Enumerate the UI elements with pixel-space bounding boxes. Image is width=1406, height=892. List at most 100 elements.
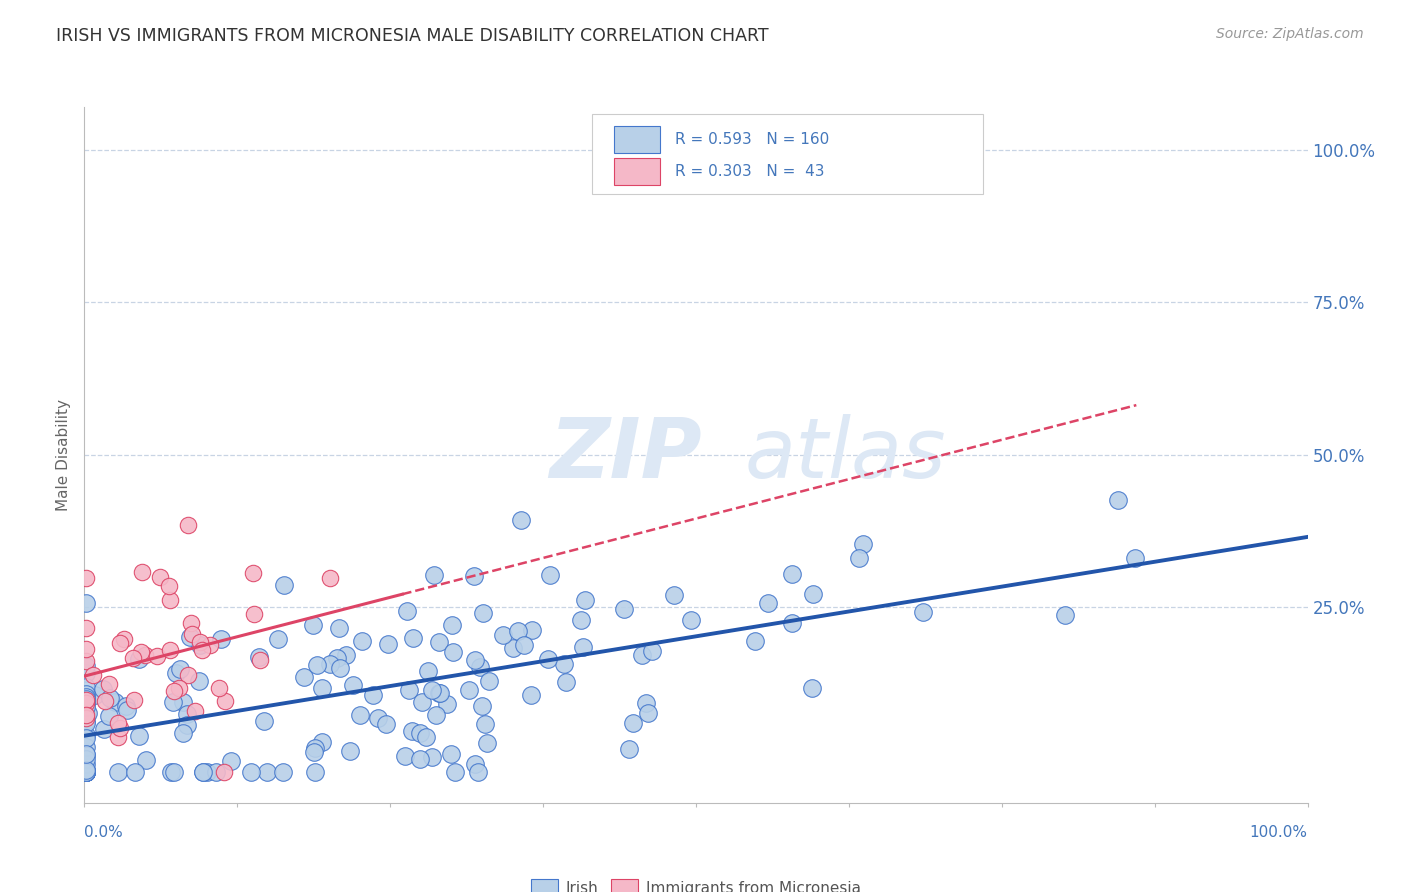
Point: [349, 707, 371, 722]
Point: [848, 550, 870, 565]
Point: [204, 765, 226, 780]
Point: [75, 595, 97, 609]
Point: [319, 657, 342, 672]
Point: [75, 765, 97, 780]
Text: 100.0%: 100.0%: [1250, 825, 1308, 840]
Point: [75, 692, 97, 706]
Point: [502, 640, 524, 655]
Point: [492, 627, 515, 641]
Point: [621, 716, 644, 731]
Point: [311, 681, 333, 695]
Point: [187, 673, 209, 688]
Point: [782, 616, 804, 631]
Point: [574, 593, 596, 607]
Legend: Irish, Immigrants from Micronesia: Irish, Immigrants from Micronesia: [524, 873, 868, 892]
Point: [352, 634, 374, 648]
Point: [513, 638, 536, 652]
Point: [75, 659, 97, 673]
Point: [75, 747, 97, 762]
Point: [329, 661, 352, 675]
Point: [471, 698, 494, 713]
Y-axis label: Male Disability: Male Disability: [56, 399, 72, 511]
Point: [97, 677, 120, 691]
Point: [1123, 550, 1146, 565]
Point: [208, 681, 231, 695]
Point: [162, 695, 184, 709]
Point: [475, 736, 498, 750]
Point: [75, 739, 97, 754]
Point: [191, 643, 214, 657]
Point: [617, 742, 640, 756]
Point: [756, 596, 779, 610]
Point: [75, 765, 97, 780]
Point: [75, 728, 97, 742]
Point: [82, 668, 104, 682]
Point: [75, 680, 97, 694]
Point: [77, 706, 100, 720]
Point: [1053, 608, 1076, 623]
Point: [75, 665, 97, 680]
Point: [75, 765, 97, 780]
Point: [569, 614, 592, 628]
FancyBboxPatch shape: [592, 114, 983, 194]
Point: [75, 715, 97, 730]
Point: [128, 729, 150, 743]
Point: [191, 765, 214, 780]
Point: [361, 688, 384, 702]
Point: [75, 763, 97, 777]
Point: [75, 765, 97, 780]
Point: [122, 650, 145, 665]
Text: Source: ZipAtlas.com: Source: ZipAtlas.com: [1216, 27, 1364, 41]
Point: [75, 621, 97, 635]
Point: [75, 765, 97, 780]
Point: [165, 666, 187, 681]
Point: [911, 606, 934, 620]
Point: [107, 715, 129, 730]
Text: R = 0.303   N =  43: R = 0.303 N = 43: [675, 164, 825, 179]
Point: [401, 632, 423, 646]
Point: [302, 745, 325, 759]
Point: [520, 688, 543, 702]
Point: [112, 632, 135, 646]
Point: [636, 696, 658, 710]
Point: [91, 682, 114, 697]
Point: [522, 624, 544, 638]
Point: [75, 731, 97, 745]
Point: [292, 670, 315, 684]
Point: [107, 765, 129, 780]
Point: [801, 587, 824, 601]
Point: [420, 750, 443, 764]
Point: [423, 567, 446, 582]
Point: [75, 714, 97, 728]
Point: [75, 692, 97, 706]
Point: [191, 765, 214, 780]
Point: [339, 744, 361, 758]
Point: [441, 645, 464, 659]
Point: [409, 752, 432, 766]
Point: [427, 635, 450, 649]
Point: [179, 631, 201, 645]
Point: [157, 579, 180, 593]
Point: [188, 635, 211, 649]
Point: [131, 565, 153, 579]
Point: [75, 752, 97, 766]
Point: [209, 632, 232, 646]
Point: [409, 726, 432, 740]
Bar: [614, 127, 661, 153]
Point: [172, 695, 194, 709]
Point: [75, 710, 97, 724]
Point: [304, 741, 326, 756]
Point: [188, 638, 211, 652]
Point: [214, 694, 236, 708]
Point: [173, 726, 195, 740]
Point: [342, 678, 364, 692]
Text: R = 0.593   N = 160: R = 0.593 N = 160: [675, 132, 830, 147]
Point: [436, 697, 458, 711]
Point: [418, 664, 440, 678]
Point: [219, 754, 242, 768]
Point: [115, 698, 138, 713]
Point: [249, 653, 271, 667]
Point: [176, 717, 198, 731]
Point: [780, 567, 803, 582]
Point: [160, 765, 183, 780]
